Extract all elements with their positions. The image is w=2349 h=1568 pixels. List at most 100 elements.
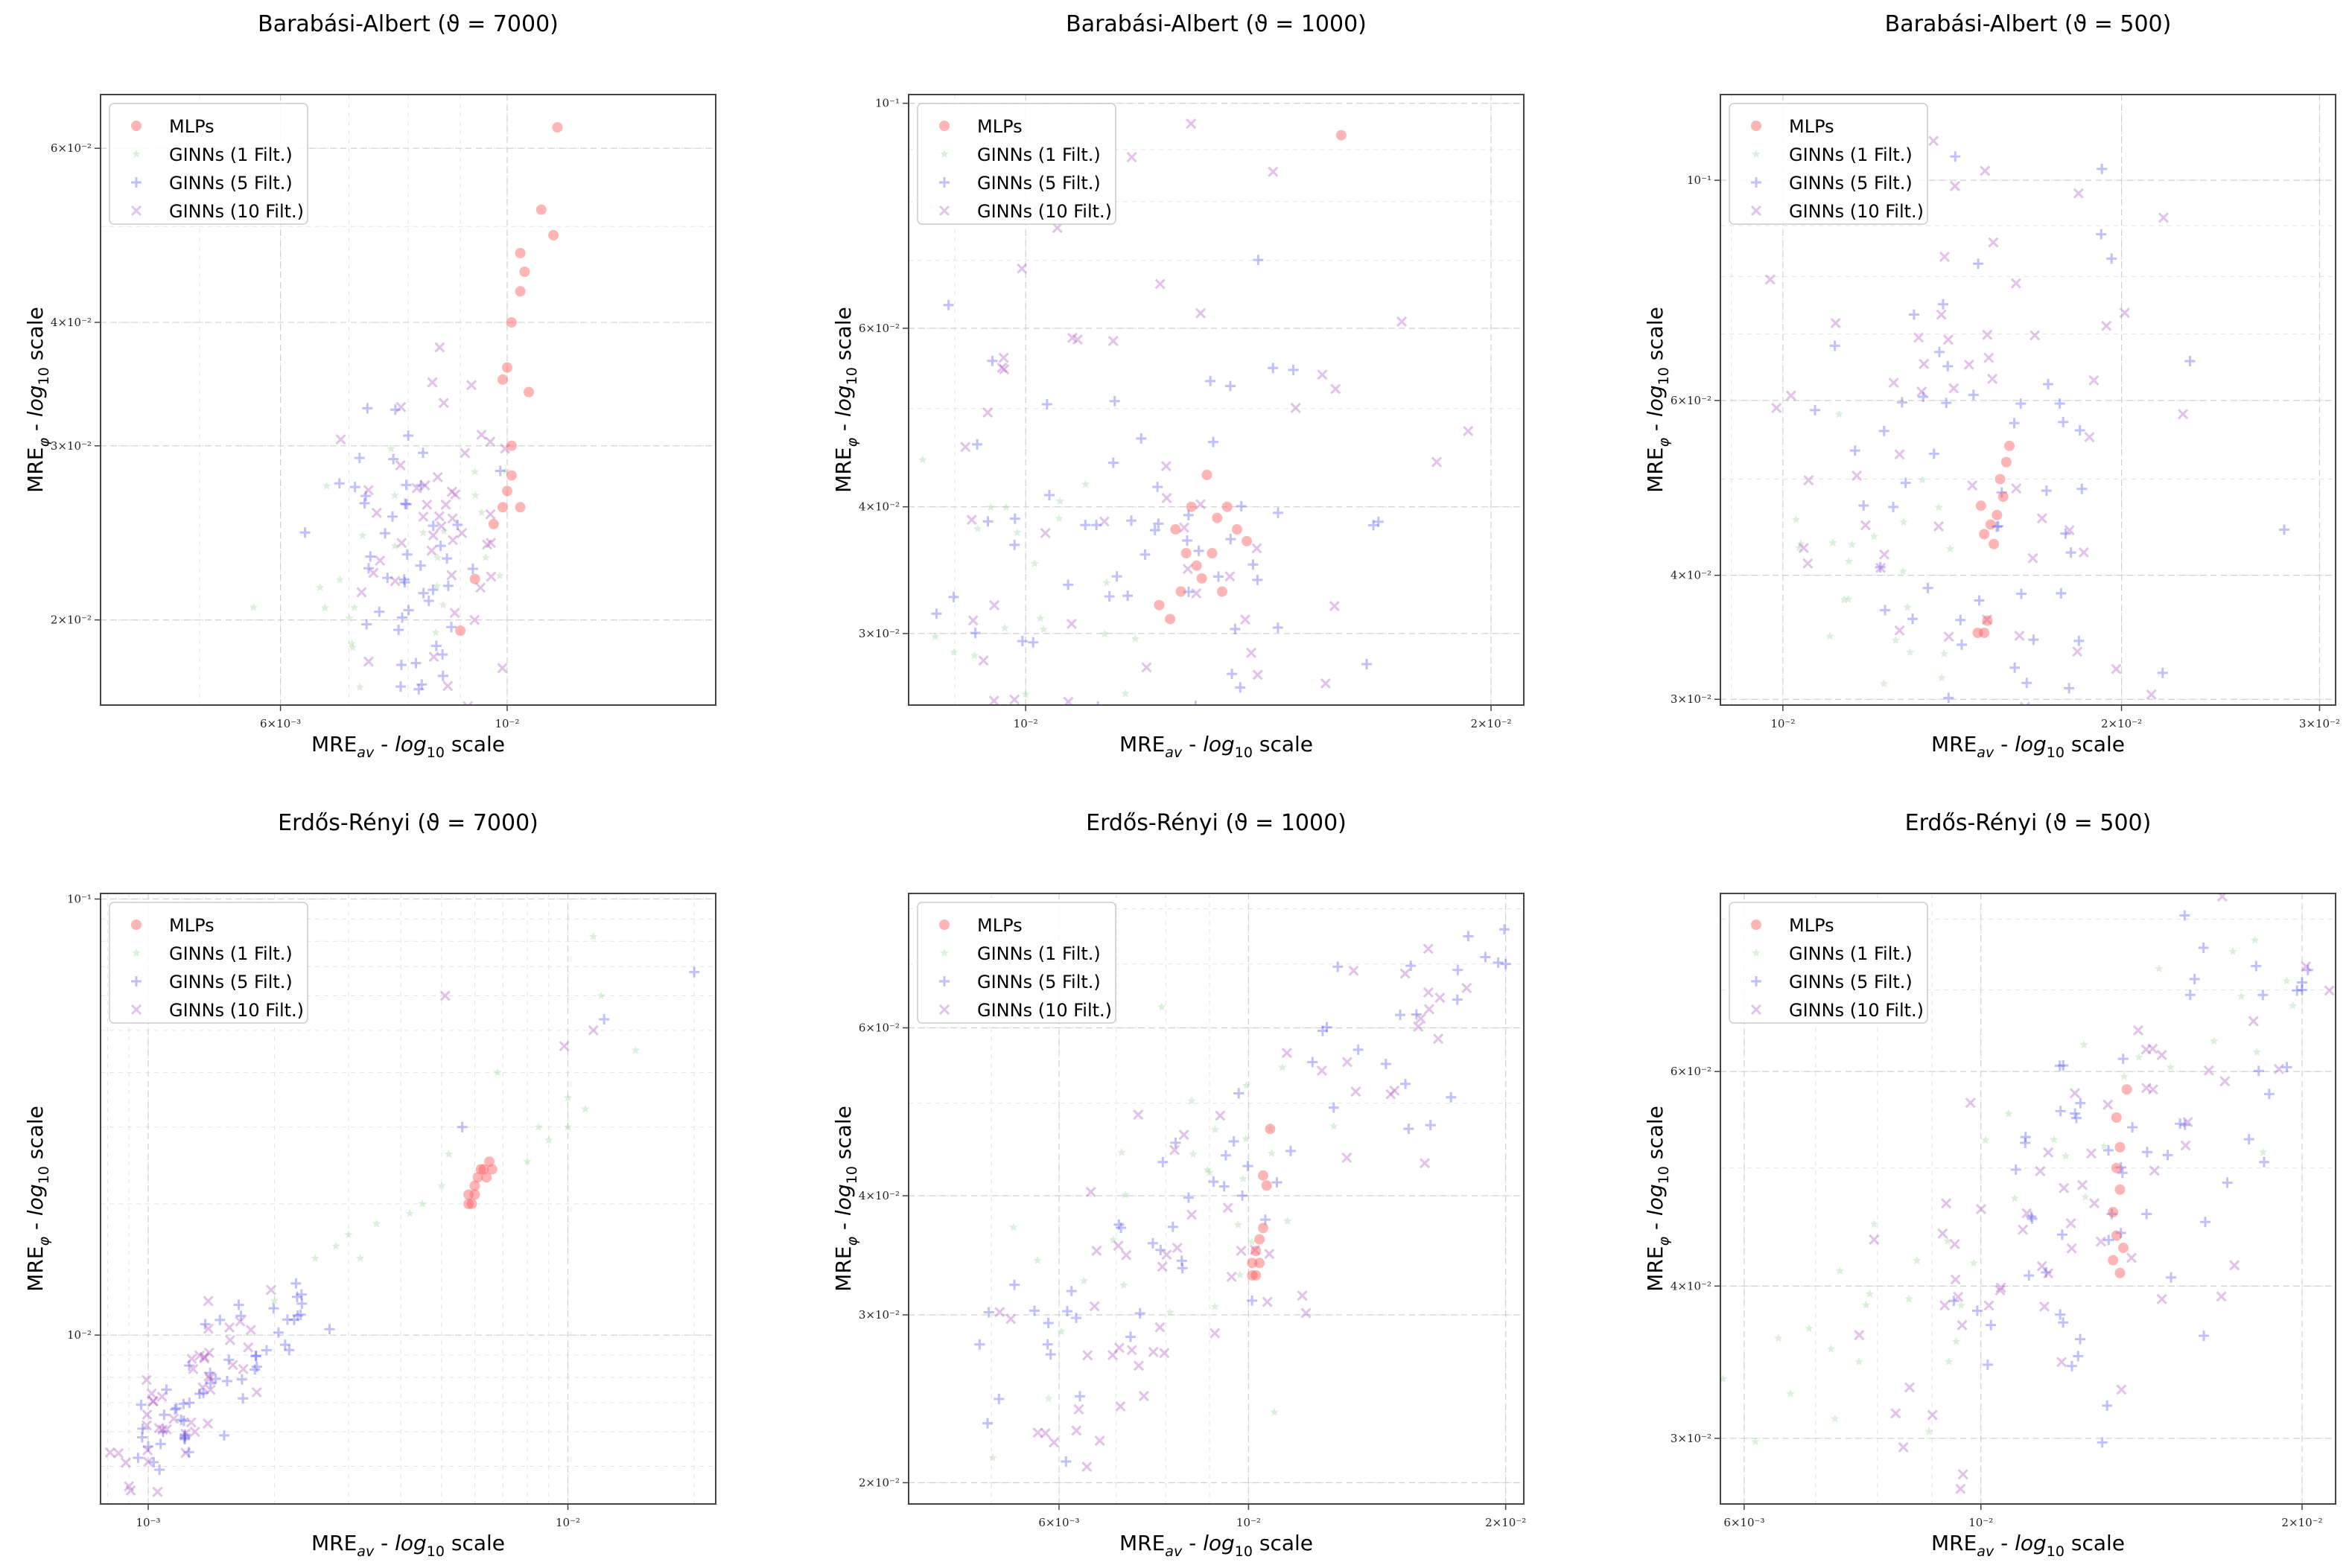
point-ginn5: [1253, 255, 1264, 266]
point-ginn1: [1189, 1150, 1198, 1159]
point-ginn5: [2024, 1270, 2035, 1281]
point-ginn1: [1242, 1080, 1250, 1089]
point-ginn5: [2251, 960, 2262, 972]
point-ginn5: [1155, 1244, 1166, 1255]
point-ginn5: [1896, 397, 1907, 408]
point-ginn1: [1899, 517, 1908, 526]
point-ginn10: [1195, 307, 1207, 319]
point-mlp: [1250, 1246, 1262, 1257]
point-ginn5: [1104, 591, 1115, 602]
point-ginn5: [2115, 1228, 2126, 1239]
legend-label-mlp: MLPs: [169, 116, 214, 137]
chart-title: Erdős-Rényi (ϑ = 7000): [278, 810, 538, 836]
point-ginn1: [495, 571, 504, 580]
point-ginn5: [1224, 380, 1236, 392]
point-mlp: [501, 485, 512, 497]
point-ginn10: [1224, 571, 1236, 582]
point-ginn5: [401, 499, 412, 510]
point-mlp: [1265, 1124, 1276, 1135]
point-ginn10: [1148, 1346, 1159, 1357]
point-ginn10: [433, 511, 445, 522]
point-ginn1: [1937, 673, 1946, 682]
point-ginn10: [2140, 1044, 2152, 1055]
point-ginn5: [2009, 418, 2020, 429]
point-ginn5: [445, 622, 457, 633]
y-tick-label: 3×10⁻²: [1671, 1432, 1711, 1445]
point-ginn10: [1210, 1328, 1221, 1339]
point-ginn5: [2253, 1065, 2264, 1077]
point-ginn1: [1121, 1190, 1130, 1199]
point-ginn5: [2141, 1208, 2152, 1220]
point-ginn5: [143, 1441, 154, 1453]
point-ginn1: [1786, 1389, 1795, 1398]
point-ginn1: [1203, 1165, 1212, 1173]
point-ginn10: [1957, 1469, 1968, 1480]
point-ginn5: [1971, 1305, 1983, 1316]
point-ginn5: [1878, 425, 1889, 436]
point-ginn1: [1805, 1324, 1814, 1333]
point-mlp: [484, 1156, 495, 1167]
point-ginn1: [432, 581, 442, 590]
point-mlp: [2111, 1112, 2122, 1124]
point-ginn10: [1250, 1244, 1261, 1255]
point-ginn5: [1009, 513, 1020, 524]
legend-marker-mlp: [131, 121, 142, 131]
y-tick-label: 6×10⁻²: [859, 322, 900, 335]
point-ginn5: [437, 670, 448, 681]
point-ginn1: [311, 1254, 320, 1262]
point-ginn5: [2056, 1229, 2067, 1240]
point-ginn5: [236, 1374, 247, 1385]
point-mlp: [2111, 1230, 2122, 1241]
point-ginn5: [1225, 534, 1236, 545]
point-ginn10: [440, 499, 451, 510]
point-ginn1: [563, 1093, 573, 1102]
point-ginn1: [1906, 648, 1915, 656]
y-tick-label: 4×10⁻²: [51, 316, 92, 329]
point-ginn10: [966, 514, 977, 526]
point-ginn10: [418, 511, 429, 523]
point-ginn10: [2043, 1268, 2054, 1279]
point-ginn5: [334, 478, 345, 489]
point-ginn5: [1147, 1237, 1158, 1249]
point-ginn5: [1096, 701, 1099, 705]
point-ginn10: [1178, 522, 1189, 533]
point-ginn1: [477, 508, 486, 517]
point-ginn10: [439, 990, 451, 1001]
point-ginn5: [430, 640, 442, 651]
point-ginn10: [839, 674, 848, 683]
point-ginn10: [1662, 141, 1671, 150]
point-ginn10: [1939, 1300, 1951, 1311]
point-ginn10: [1133, 1360, 1145, 1371]
point-ginn5: [2243, 1134, 2254, 1145]
plot-frame: [908, 94, 1525, 706]
x-axis-label: MREav - log10 scale: [1931, 732, 2125, 761]
point-ginn1: [493, 1068, 502, 1077]
y-tick-label: 4×10⁻²: [859, 1189, 900, 1202]
point-ginn5: [1375, 870, 1385, 880]
point-ginn5: [1982, 1359, 1993, 1370]
point-ginn1: [2081, 1192, 2090, 1201]
point-ginn10: [2102, 1099, 2114, 1110]
point-ginn10: [1434, 992, 1446, 1004]
point-ginn5: [133, 1453, 144, 1464]
point-ginn10: [427, 530, 439, 541]
point-ginn10: [998, 352, 1009, 363]
point-ginn1: [1898, 567, 1907, 576]
point-mlp: [501, 362, 512, 373]
point-ginn1: [894, 613, 903, 621]
point-ginn5: [1107, 457, 1119, 468]
point-ginn10: [1113, 1342, 1125, 1354]
point-ginn10: [2315, 893, 2324, 894]
point-ginn1: [1021, 689, 1030, 698]
point-ginn10: [2111, 663, 2122, 675]
point-ginn10: [1126, 152, 1137, 163]
point-ginn5: [396, 612, 407, 623]
point-ginn5: [136, 1432, 147, 1443]
legend-label-ginn1: GINNs (1 Filt.): [1789, 943, 1913, 964]
point-ginn10: [1764, 274, 1776, 285]
point-ginn5: [2259, 1156, 2270, 1167]
point-ginn5: [1063, 579, 1074, 590]
point-ginn5: [2020, 1132, 2031, 1143]
point-ginn10: [1072, 334, 1083, 345]
point-ginn10: [2043, 1147, 2054, 1158]
